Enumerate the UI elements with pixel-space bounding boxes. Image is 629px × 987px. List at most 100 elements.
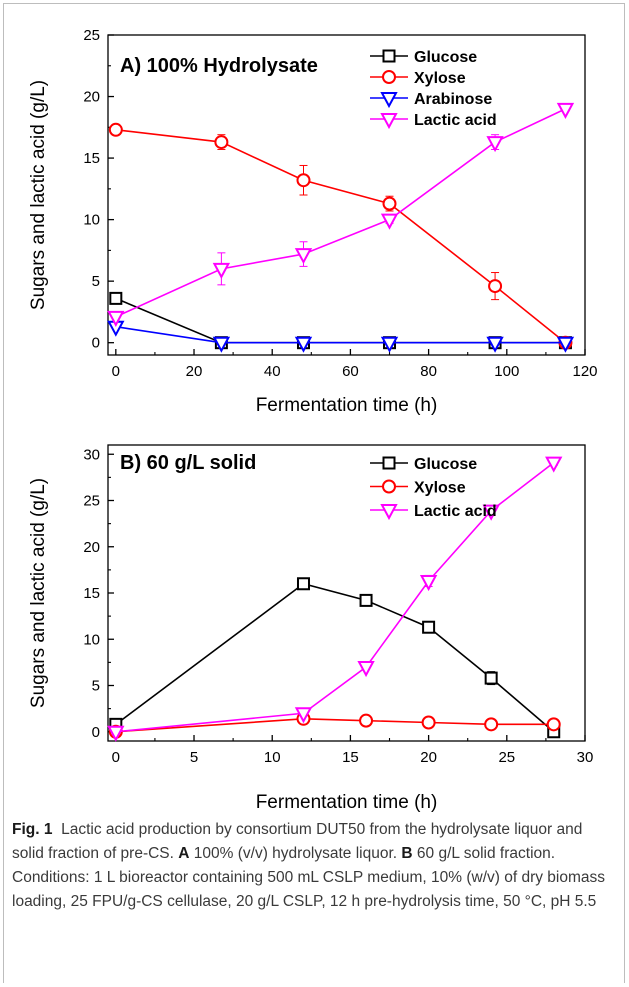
data-point bbox=[108, 122, 123, 137]
data-point bbox=[545, 456, 563, 473]
y-tick-label: 10 bbox=[83, 212, 100, 229]
data-point bbox=[380, 336, 399, 353]
data-point bbox=[486, 336, 504, 353]
data-point bbox=[294, 707, 313, 724]
data-point bbox=[382, 196, 397, 211]
x-tick-label: 15 bbox=[342, 749, 359, 766]
legend-marker bbox=[380, 92, 398, 109]
data-point bbox=[486, 136, 504, 153]
data-point bbox=[107, 310, 125, 327]
x-tick-label: 5 bbox=[190, 749, 198, 766]
series-line bbox=[115, 582, 555, 733]
legend: Glucose Xylose Lactic acid bbox=[370, 456, 497, 521]
data-point bbox=[214, 135, 229, 150]
caption-label: Fig. 1 bbox=[12, 821, 53, 838]
y-tick-label: 0 bbox=[92, 335, 100, 352]
data-point bbox=[359, 593, 373, 607]
data-point bbox=[556, 336, 575, 353]
data-point bbox=[546, 717, 561, 732]
data-point bbox=[422, 620, 436, 634]
x-tick-label: 20 bbox=[186, 363, 203, 380]
series-line bbox=[115, 461, 555, 733]
x-tick-label: 60 bbox=[342, 363, 359, 380]
series-line bbox=[115, 297, 566, 344]
series-line bbox=[115, 325, 566, 344]
legend-label: Xylose bbox=[414, 480, 466, 497]
y-tick-label: 10 bbox=[83, 631, 100, 648]
y-tick-label: 25 bbox=[83, 27, 100, 44]
panel-title: B) 60 g/L solid bbox=[120, 452, 256, 474]
series-xylose bbox=[108, 122, 573, 350]
series-line bbox=[115, 128, 566, 344]
legend-marker bbox=[380, 504, 398, 521]
x-tick-label: 20 bbox=[420, 749, 437, 766]
series-glucose bbox=[109, 577, 561, 739]
legend-label: Xylose bbox=[414, 70, 466, 87]
y-tick-label: 15 bbox=[83, 585, 100, 602]
y-tick-label: 0 bbox=[92, 724, 100, 741]
figure-caption: Fig. 1 Lactic acid production by consort… bbox=[12, 818, 617, 914]
series-arabinose bbox=[107, 320, 575, 353]
data-point bbox=[294, 248, 313, 265]
data-point bbox=[109, 291, 123, 305]
x-tick-label: 80 bbox=[420, 363, 437, 380]
caption-a-text: 100% (v/v) hydrolysate liquor. bbox=[189, 845, 402, 862]
data-point bbox=[488, 279, 503, 294]
chart-panel-a: 0 20 40 60 80 100 120 0 5 10 15 20 25 Fermentation ti… bbox=[28, 27, 598, 416]
data-point bbox=[419, 574, 438, 592]
data-point bbox=[296, 173, 311, 188]
legend-marker bbox=[380, 113, 398, 130]
x-axis-label: Fermentation time (h) bbox=[256, 395, 438, 416]
data-point bbox=[359, 713, 374, 728]
data-point bbox=[556, 102, 575, 119]
legend-marker bbox=[382, 70, 396, 84]
panel-title: A) 100% Hydrolysate bbox=[120, 55, 318, 77]
x-tick-label: 100 bbox=[494, 363, 519, 380]
x-tick-label: 25 bbox=[498, 749, 515, 766]
x-tick-label: 0 bbox=[112, 749, 120, 766]
caption-intro: Lactic acid production by consortium DUT… bbox=[12, 821, 583, 862]
caption-b-label: B bbox=[401, 845, 413, 862]
legend-label: Lactic acid bbox=[414, 112, 497, 129]
data-point bbox=[357, 661, 375, 678]
legend: Glucose Xylose Arabinose Lactic acid bbox=[370, 49, 497, 130]
data-point bbox=[421, 715, 436, 730]
y-axis-label: Sugars and lactic acid (g/L) bbox=[28, 80, 49, 310]
legend-label: Glucose bbox=[414, 456, 477, 473]
data-point bbox=[294, 336, 313, 353]
legend-label: Lactic acid bbox=[414, 503, 497, 520]
data-point bbox=[296, 577, 310, 591]
y-tick-label: 30 bbox=[83, 446, 100, 463]
y-tick-label: 15 bbox=[83, 150, 100, 167]
series-line bbox=[115, 717, 554, 733]
x-tick-label: 10 bbox=[264, 749, 281, 766]
data-point bbox=[380, 213, 399, 230]
legend-label: Glucose bbox=[414, 49, 477, 66]
legend-marker bbox=[382, 479, 396, 494]
series-lactic-acid bbox=[107, 102, 575, 327]
data-point bbox=[484, 671, 498, 685]
x-tick-label: 40 bbox=[264, 363, 281, 380]
series-line bbox=[115, 108, 566, 318]
data-point bbox=[212, 262, 231, 279]
y-axis-label: Sugars and lactic acid (g/L) bbox=[28, 478, 49, 708]
y-tick-label: 5 bbox=[92, 678, 100, 695]
y-tick-label: 20 bbox=[83, 89, 100, 106]
series-lactic-acid bbox=[107, 456, 563, 742]
data-point bbox=[212, 336, 231, 353]
caption-a-label: A bbox=[178, 845, 190, 862]
figure-frame bbox=[3, 3, 625, 983]
y-tick-label: 5 bbox=[92, 273, 100, 290]
legend-label: Arabinose bbox=[414, 91, 492, 108]
data-point bbox=[484, 717, 499, 732]
plot-area-frame bbox=[107, 34, 586, 356]
x-tick-label: 30 bbox=[577, 749, 594, 766]
x-tick-label: 0 bbox=[112, 363, 120, 380]
x-axis-label: Fermentation time (h) bbox=[256, 792, 438, 813]
data-point bbox=[107, 725, 125, 742]
data-point bbox=[482, 504, 500, 521]
legend-marker bbox=[382, 49, 396, 63]
y-tick-label: 25 bbox=[83, 493, 100, 510]
y-tick-label: 20 bbox=[83, 539, 100, 556]
caption-b-text: 60 g/L solid fraction. Conditions: 1 L b… bbox=[12, 845, 606, 910]
